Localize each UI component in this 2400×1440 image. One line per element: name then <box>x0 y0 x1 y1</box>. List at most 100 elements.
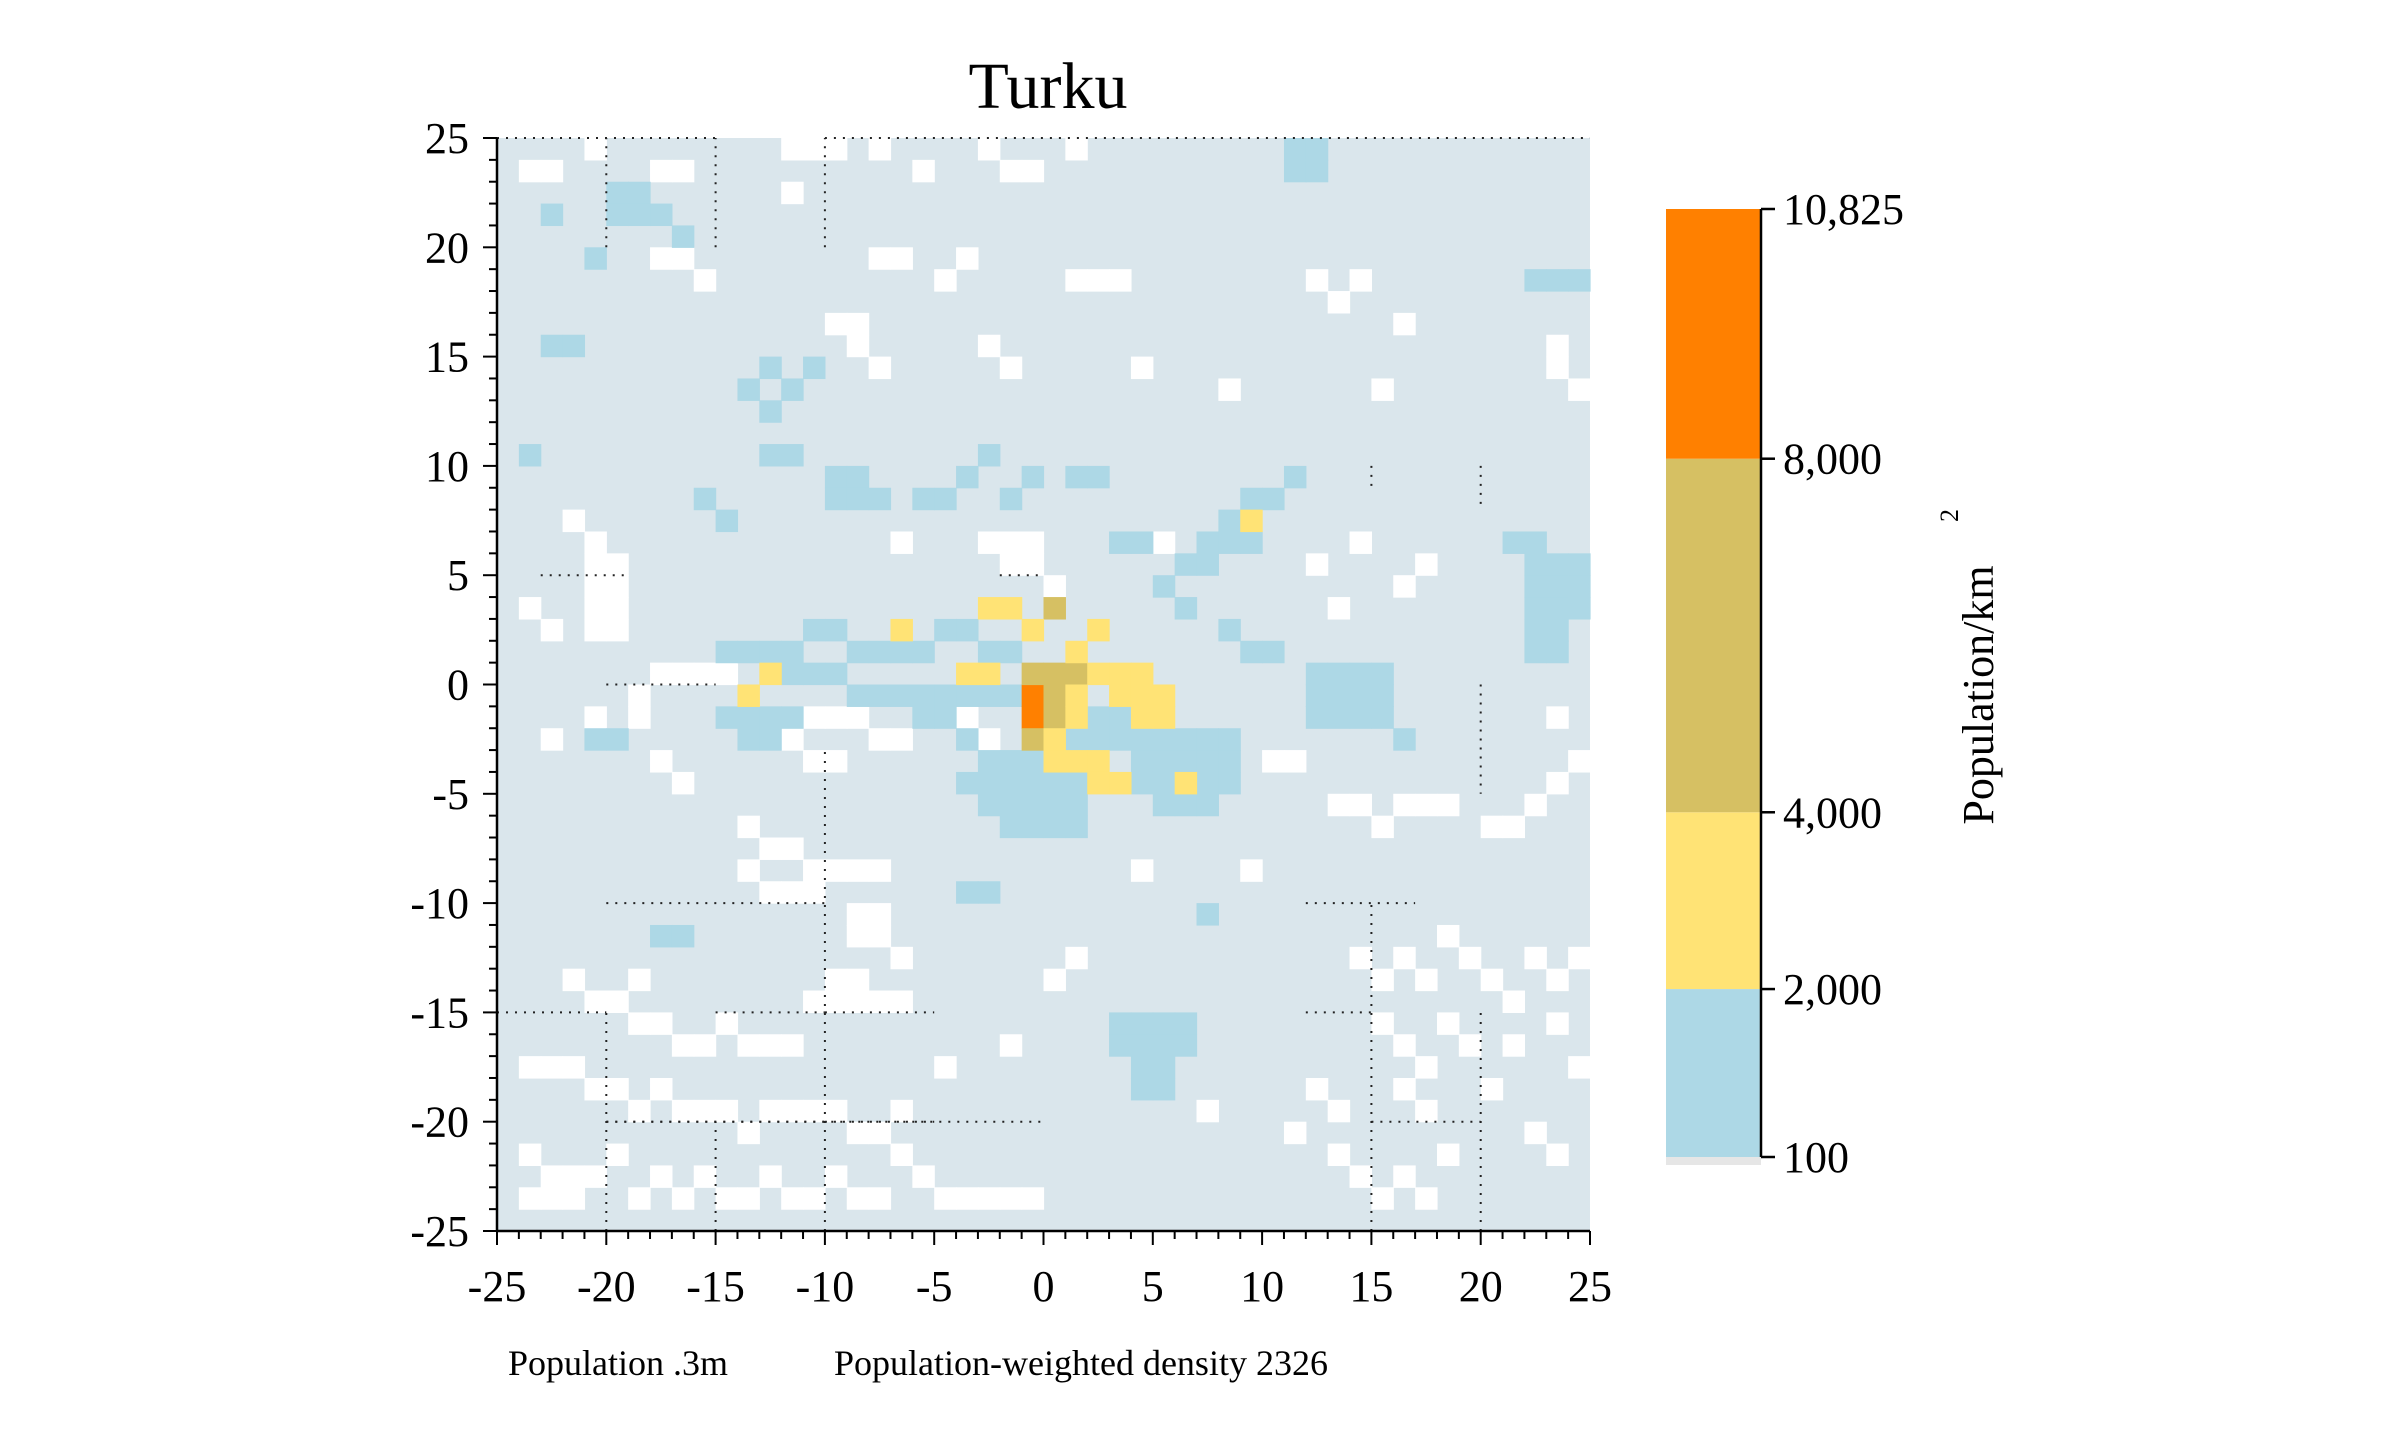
heatmap-cell-empty <box>846 706 870 729</box>
heatmap-cell <box>1152 706 1176 729</box>
heatmap-cell-empty <box>759 881 782 904</box>
heatmap-cell-low <box>1174 553 1198 576</box>
colorbar-tick-label: 4,000 <box>1783 788 1882 837</box>
heatmap-cell-empty <box>1436 793 1460 817</box>
heatmap-cell-empty <box>803 138 826 161</box>
heatmap-cell-low <box>1087 465 1110 489</box>
heatmap-cell <box>977 662 1001 686</box>
heatmap-cell-empty <box>1262 750 1285 773</box>
heatmap-cell-empty <box>1524 946 1547 970</box>
heatmap-cell-empty <box>1305 553 1329 576</box>
heatmap-cell <box>1109 662 1132 686</box>
heatmap-cell-empty <box>803 990 826 1013</box>
heatmap-cell-empty <box>715 662 739 686</box>
y-tick-label: 20 <box>425 223 469 272</box>
heatmap-cell-empty <box>1480 815 1504 839</box>
heatmap-cell-empty <box>693 1165 717 1188</box>
heatmap-cell-low <box>759 706 782 729</box>
heatmap-cell-empty <box>1502 815 1526 839</box>
heatmap-cell-low <box>1568 553 1591 576</box>
heatmap-cell <box>1065 750 1088 773</box>
x-tick-label: -15 <box>686 1262 745 1311</box>
colorbar-band-under <box>1666 1157 1761 1165</box>
heatmap-cell-low <box>934 618 957 642</box>
heatmap-cell-low <box>999 640 1023 664</box>
heatmap-cell-low <box>1371 684 1394 707</box>
heatmap-cell-low <box>1524 618 1547 642</box>
heatmap-cell-empty <box>1458 946 1482 970</box>
heatmap-cell-low <box>1130 1034 1154 1057</box>
heatmap-cell-low <box>1065 815 1088 839</box>
heatmap-cell-low <box>977 750 1001 773</box>
heatmap-cell-low <box>934 684 957 707</box>
heatmap-cell-low <box>1152 1034 1176 1057</box>
heatmap-cell-low <box>1065 793 1088 817</box>
heatmap-cell-empty <box>912 159 935 183</box>
heatmap-cell-low <box>715 706 739 729</box>
heatmap-cell <box>1065 640 1088 664</box>
heatmap-cell-empty <box>1327 597 1351 620</box>
heatmap-cell-low <box>803 356 826 380</box>
heatmap-cell-low <box>1130 1012 1154 1035</box>
y-tick-label: -20 <box>410 1098 469 1147</box>
heatmap-cell-empty <box>1240 859 1263 882</box>
heatmap-cell-empty <box>759 1165 782 1188</box>
heatmap-cell <box>977 597 1001 620</box>
heatmap-cell-empty <box>868 924 892 948</box>
heatmap-cell-empty <box>1327 291 1351 314</box>
heatmap-cell-low <box>759 640 782 664</box>
heatmap-cell-empty <box>1436 924 1460 948</box>
heatmap-cell-empty <box>1065 269 1088 292</box>
heatmap-cell-empty <box>803 706 826 729</box>
heatmap-cell-low <box>737 706 760 729</box>
heatmap-cell <box>1065 662 1088 686</box>
heatmap-cell-low <box>956 771 979 795</box>
heatmap-cell-empty <box>1327 1143 1351 1167</box>
heatmap-cell-empty <box>1415 553 1438 576</box>
heatmap-cell-low <box>1546 640 1569 664</box>
heatmap-cell-empty <box>737 815 760 839</box>
heatmap-cell-empty <box>693 1099 717 1123</box>
heatmap-cell-empty <box>562 968 586 992</box>
heatmap-cell-low <box>1021 793 1045 817</box>
heatmap-cell-low <box>1109 1034 1132 1057</box>
heatmap-cell-empty <box>868 903 892 926</box>
heatmap-cell-empty <box>671 771 695 795</box>
heatmap-cell-low <box>1393 728 1416 751</box>
heatmap-cell-empty <box>977 138 1001 161</box>
heatmap-cell-empty <box>1349 946 1372 970</box>
heatmap-cell-low <box>1065 728 1088 751</box>
heatmap-cell <box>1021 706 1045 729</box>
heatmap-cell-empty <box>1130 356 1154 380</box>
heatmap-cell <box>1043 706 1066 729</box>
heatmap-cell-empty <box>868 728 892 751</box>
heatmap-cell-empty <box>1371 968 1394 992</box>
heatmap-cell-empty <box>1436 1143 1460 1167</box>
heatmap-cell-empty <box>737 1121 760 1145</box>
heatmap-cell-low <box>1349 684 1372 707</box>
heatmap-cell-empty <box>650 1077 673 1101</box>
heatmap-cell <box>1087 750 1110 773</box>
heatmap-cell <box>1087 771 1110 795</box>
colorbar-band <box>1666 209 1761 459</box>
heatmap-cell-empty <box>584 597 607 620</box>
heatmap-cell-empty <box>693 662 717 686</box>
heatmap-cell-low <box>999 815 1023 839</box>
heatmap-cell-empty <box>540 1187 564 1210</box>
heatmap-cell-low <box>1196 553 1219 576</box>
heatmap-cell-empty <box>824 968 848 992</box>
heatmap-cell-low <box>1524 597 1547 620</box>
heatmap-cell-low <box>1152 750 1176 773</box>
x-tick-label: 15 <box>1349 1262 1393 1311</box>
x-tick-label: -25 <box>468 1262 527 1311</box>
heatmap-cell-low <box>803 618 826 642</box>
heatmap-cell-low <box>1524 575 1547 598</box>
heatmap-cell-low <box>1283 159 1307 183</box>
heatmap-cell-empty <box>934 1187 957 1210</box>
heatmap-cell-empty <box>1305 269 1329 292</box>
heatmap-cell-empty <box>999 159 1023 183</box>
heatmap-cell-low <box>977 640 1001 664</box>
heatmap-cell-low <box>890 640 913 664</box>
heatmap-cell-low <box>1109 728 1132 751</box>
heatmap-cell-empty <box>759 1034 782 1057</box>
